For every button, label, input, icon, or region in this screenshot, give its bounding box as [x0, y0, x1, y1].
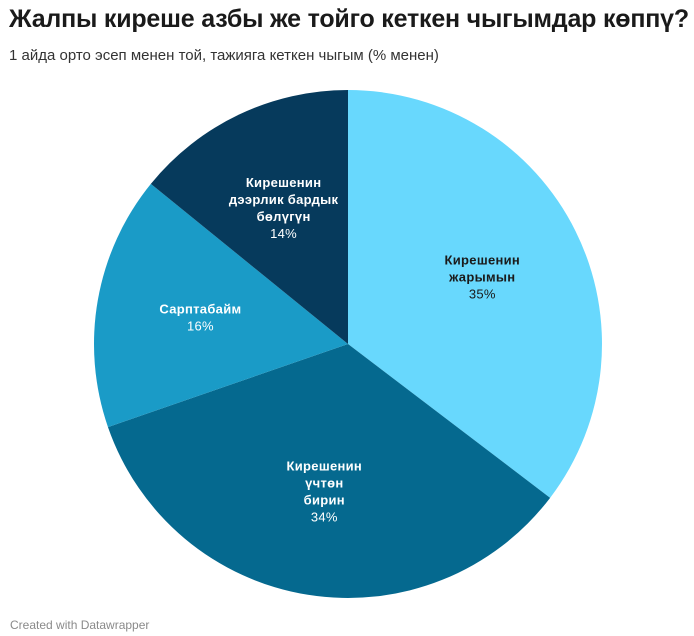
footer-credit: Created with Datawrapper [10, 618, 150, 632]
pie-slice-value: 35% [469, 287, 496, 302]
pie-slice-4 [150, 89, 348, 344]
chart-title: Жалпы киреше азбы же тойго кеткен чыгымд… [9, 5, 689, 33]
pie-slice-label-3: Сарптабайм 16% [159, 302, 241, 334]
pie-slice-label-4: Кирешенин дээрлик бардык бөлүгүн 14% [229, 175, 339, 241]
pie-slice-value: 34% [311, 510, 338, 525]
pie-slice-value: 14% [270, 226, 297, 241]
pie-slice-3 [93, 183, 349, 428]
pie-slice-label-line: үчтөн [305, 476, 343, 491]
pie-slice-1 [348, 90, 602, 498]
pie-slice-label-line: Кирешенин [287, 459, 363, 474]
pie-slice-label-2: Кирешенин үчтөн бирин 34% [287, 459, 363, 525]
pie-slice-label-line: жарымын [448, 270, 515, 285]
pie-slice-label-line: бөлүгүн [257, 209, 311, 224]
pie-slice-label-line: дээрлик бардык [229, 192, 339, 207]
pie-slice-label-line: Кирешенин [246, 175, 322, 190]
pie-labels: Кирешенин жарымын 35% Кирешенин үчтөн бирин 34… [159, 175, 521, 525]
chart-subtitle: 1 айда орто эсеп менен той, тажияга кетк… [9, 47, 439, 64]
pie-slices [93, 89, 602, 598]
pie-slice-label-line: Кирешенин [445, 253, 521, 268]
pie-slice-label-1: Кирешенин жарымын 35% [445, 253, 521, 302]
pie-slice-value: 16% [187, 319, 214, 334]
pie-slice-label-line: бирин [304, 493, 345, 508]
pie-slice-label-line: Сарптабайм [159, 302, 241, 317]
pie-slice-2 [107, 344, 551, 598]
